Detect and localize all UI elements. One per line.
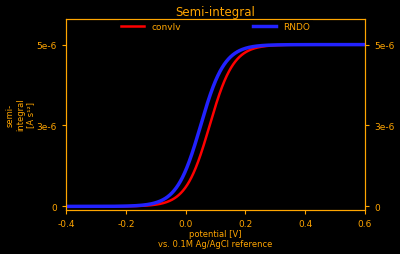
Line: convlv: convlv [66, 45, 365, 207]
convlv [64, 205, 68, 208]
RNDO [64, 205, 68, 208]
Line: RNDO: RNDO [66, 45, 365, 207]
convlv [354, 44, 359, 47]
Title: Semi-integral: Semi-integral [176, 6, 256, 19]
RNDO [79, 205, 84, 208]
convlv [363, 44, 368, 47]
RNDO [201, 115, 206, 118]
RNDO [299, 44, 304, 47]
convlv [201, 145, 206, 148]
RNDO [354, 44, 359, 47]
RNDO [209, 90, 214, 93]
RNDO [363, 44, 368, 47]
convlv [79, 205, 84, 208]
convlv [209, 118, 214, 121]
convlv [299, 44, 304, 47]
Y-axis label: semi-
integral
[A s¹²]: semi- integral [A s¹²] [6, 99, 35, 131]
X-axis label: potential [V]
vs. 0.1M Ag/AgCl reference: potential [V] vs. 0.1M Ag/AgCl reference [158, 229, 273, 248]
convlv [354, 44, 359, 47]
RNDO [354, 44, 359, 47]
Legend: convlv, RNDO: convlv, RNDO [119, 20, 312, 35]
